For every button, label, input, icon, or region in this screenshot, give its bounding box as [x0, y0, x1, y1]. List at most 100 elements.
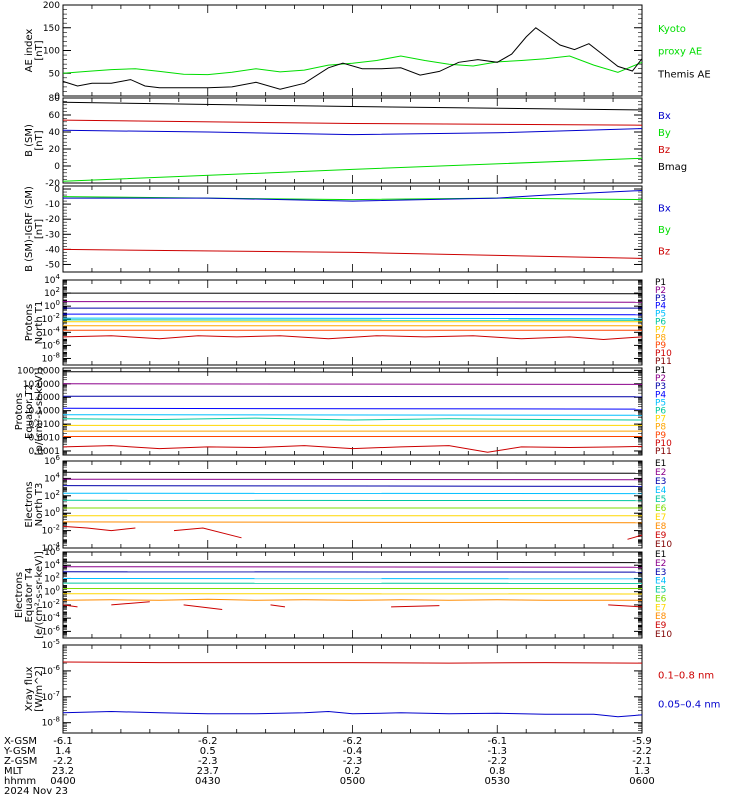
y-tick-label: 102 — [44, 489, 60, 502]
series-e9d — [270, 604, 286, 608]
y-tick-label: 10-4 — [42, 541, 61, 554]
legend-entry: P8 — [655, 333, 666, 343]
orbit-value: 0530 — [485, 776, 510, 787]
orbit-value: 1.3 — [634, 766, 650, 777]
y-tick-label: 0 — [54, 162, 60, 172]
y-tick-label: 100.0000 — [17, 366, 60, 376]
y-axis-label: B (SM)-IGRF (SM) — [24, 186, 35, 272]
y-tick-label: 10-2 — [42, 524, 60, 537]
legend-entry: E1 — [655, 550, 666, 560]
legend-entry: E6 — [655, 594, 667, 604]
y-tick-label: 104 — [44, 273, 60, 286]
series-p4 — [62, 313, 643, 316]
y-tick-label: 0.0100 — [29, 420, 61, 430]
date-label: 2024 Nov 23 — [4, 786, 68, 797]
legend-entry: P2 — [655, 286, 666, 296]
legend-entry: P9 — [655, 341, 666, 351]
panel-8: Xray flux [W/m^2] — [24, 644, 643, 734]
legend-entry: P3 — [655, 294, 666, 304]
panel-4: Protons North T1 — [24, 279, 643, 366]
y-axis-label: North T1 — [34, 301, 45, 345]
series-e9b — [111, 601, 150, 606]
y-tick-label: 60 — [49, 111, 61, 121]
series-e9f — [608, 604, 643, 608]
legend-entry: 0.05–0.4 nm — [658, 700, 720, 711]
legend-entry: P6 — [655, 318, 666, 328]
legend-entry: P8 — [655, 423, 666, 433]
legend-entry: P11 — [655, 357, 672, 367]
series-e8 — [62, 598, 642, 601]
orbit-value: 0.5 — [200, 746, 216, 757]
y-tick-label: 10-4 — [42, 611, 61, 624]
orbit-value: -2.2 — [53, 756, 73, 767]
legend-entry: P7 — [655, 325, 666, 335]
legend-entry: Themis AE — [657, 69, 711, 80]
y-tick-label: 80 — [49, 94, 61, 104]
series-e2 — [62, 566, 643, 568]
legend-entry: E2 — [655, 559, 666, 569]
legend-entry: Bx — [658, 111, 671, 122]
panel-6: Electrons North T3 — [24, 460, 643, 549]
y-tick-label: 10-2 — [42, 598, 60, 611]
orbit-value: 0.2 — [345, 766, 361, 777]
y-axis-label: Equator T4 — [24, 568, 35, 623]
orbit-value: -6.1 — [53, 736, 73, 747]
orbit-value: 23.2 — [52, 766, 74, 777]
y-tick-label: 50 — [49, 69, 61, 79]
legend-entry: E5 — [655, 495, 666, 505]
y-tick-label: 200 — [43, 1, 60, 11]
y-tick-label: 0.1000 — [29, 407, 61, 417]
series-kyoto-proxy-ae — [62, 55, 643, 76]
legend-entry: Bz — [658, 247, 670, 258]
y-axis-label: [nT] — [34, 40, 45, 60]
y-tick-label: -20 — [45, 179, 60, 189]
y-tick-label: 104 — [44, 558, 60, 571]
y-tick-label: 104 — [44, 471, 60, 484]
series-p10 — [62, 445, 643, 453]
legend-entry: P6 — [655, 407, 666, 417]
y-axis-label: [nT] — [34, 219, 45, 239]
panel-frame — [62, 551, 643, 639]
legend-entry: E4 — [655, 577, 667, 587]
legend-entry: P5 — [655, 398, 666, 408]
legend-entry: P2 — [655, 374, 666, 384]
legend-entry: E9 — [655, 531, 667, 541]
legend-entry: P11 — [655, 447, 672, 457]
legend-entry: By — [658, 128, 671, 139]
y-tick-label: 10-6 — [42, 664, 61, 677]
series-0-1-0-8-nm — [62, 661, 643, 664]
orbit-value: -2.2 — [487, 756, 507, 767]
series-p6 — [62, 417, 643, 421]
y-axis-label: Electrons — [24, 481, 35, 527]
series-by — [62, 157, 643, 182]
orbit-row-label: Z-GSM — [4, 756, 37, 767]
y-tick-label: 10-8 — [42, 351, 60, 364]
y-tick-label: 102 — [44, 286, 60, 299]
orbit-value: 0600 — [629, 776, 654, 787]
legend-entry: E10 — [655, 630, 672, 640]
orbit-value: -2.2 — [632, 746, 652, 757]
y-tick-label: 10-4 — [42, 325, 61, 338]
series-bmag — [62, 101, 643, 111]
y-tick-label: 100 — [44, 299, 60, 312]
y-tick-label: 40 — [49, 128, 61, 138]
legend-entry: E3 — [655, 568, 666, 578]
orbit-value: -6.2 — [343, 736, 363, 747]
y-axis-label: [p/(cm²-s-sr-keV)] — [34, 368, 45, 456]
panel-frame — [62, 460, 643, 549]
orbit-value: -2.1 — [632, 756, 652, 767]
series-e9c — [627, 534, 643, 540]
y-tick-label: -50 — [45, 260, 60, 270]
legend-entry: E8 — [655, 612, 667, 622]
orbit-row-label: MLT — [4, 766, 24, 777]
panel-2: B (SM) [nT] — [24, 97, 643, 184]
orbit-row-label: Y-GSM — [3, 746, 36, 757]
series-p1 — [62, 371, 643, 373]
series-e9b — [173, 527, 242, 539]
legend-entry: P5 — [655, 310, 666, 320]
series-0-05-0-4-nm — [62, 710, 643, 718]
orbit-value: 0430 — [195, 776, 220, 787]
legend-entry: E6 — [655, 504, 667, 514]
y-axis-label: [W/m^2] — [34, 666, 45, 712]
